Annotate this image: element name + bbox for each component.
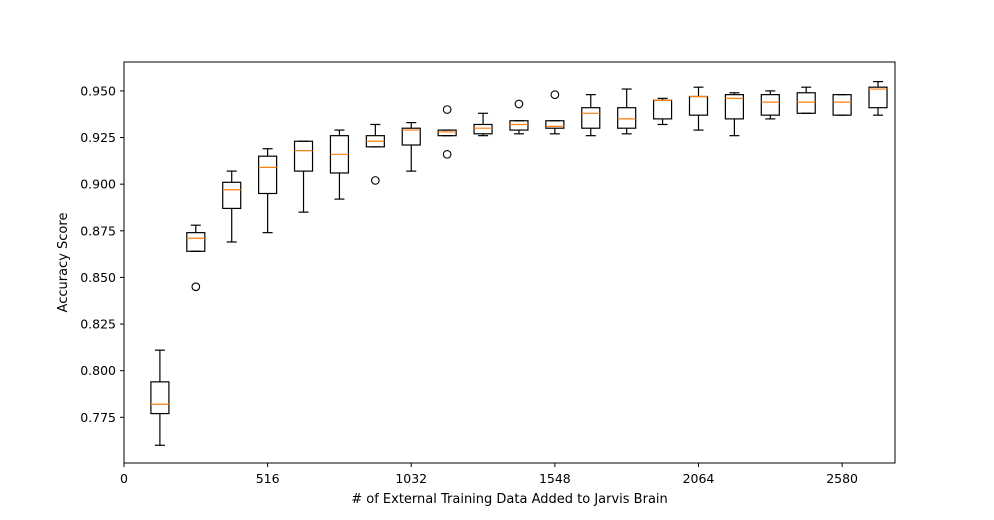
outlier-point: [514, 99, 524, 109]
box-iqr: [796, 92, 816, 114]
outlier-point: [442, 149, 452, 159]
box-iqr: [437, 129, 457, 137]
axis-ticks: 0 516 1032 1548 2064 2580 0.775 0.800 0.825 0.850…: [80, 83, 858, 486]
box-17: [724, 92, 744, 137]
outlier-point: [191, 282, 201, 292]
box-10: [473, 112, 493, 137]
box-16: [688, 86, 709, 131]
box-14: [617, 88, 637, 135]
box-1: [150, 349, 170, 446]
box-20: [832, 94, 852, 116]
box-iqr: [545, 120, 565, 129]
plot-area: [150, 80, 888, 446]
box-iqr: [293, 140, 314, 172]
box-iqr: [509, 120, 529, 131]
x-tick-label: 516: [256, 471, 280, 486]
box-7: [365, 123, 385, 185]
y-tick-label: 0.950: [80, 83, 116, 98]
box-4: [258, 148, 278, 234]
x-tick-label: 1032: [395, 471, 427, 486]
outlier-point: [370, 176, 380, 185]
box-21: [868, 80, 888, 116]
y-tick-label: 0.775: [80, 410, 116, 425]
box-3: [222, 170, 242, 243]
y-tick-label: 0.925: [80, 130, 116, 145]
box-9: [437, 105, 457, 159]
outlier-point: [550, 90, 560, 99]
box-11: [509, 99, 529, 135]
box-iqr: [581, 107, 601, 129]
box-iqr: [832, 94, 852, 116]
box-iqr: [760, 94, 780, 116]
y-tick-label: 0.875: [80, 223, 116, 238]
box-iqr: [222, 181, 242, 210]
box-iqr: [258, 155, 278, 195]
box-18: [760, 90, 780, 120]
box-2: [186, 224, 206, 292]
x-tick-label: 2064: [683, 471, 715, 486]
y-tick-label: 0.825: [80, 317, 116, 332]
box-iqr: [617, 107, 637, 129]
axes-frame: [123, 61, 896, 464]
y-tick-label: 0.900: [80, 177, 116, 192]
y-tick-label: 0.800: [80, 363, 116, 378]
box-iqr: [150, 381, 170, 415]
box-15: [652, 97, 673, 126]
x-tick-label: 2580: [826, 471, 858, 486]
box-6: [329, 129, 350, 200]
box-iqr: [186, 232, 206, 252]
y-tick-label: 0.850: [80, 270, 116, 285]
x-tick-label: 1548: [539, 471, 571, 486]
box-8: [401, 122, 421, 172]
box-5: [293, 140, 314, 213]
outlier-point: [442, 105, 452, 114]
y-axis-label: Accuracy Score: [56, 213, 71, 313]
box-12: [545, 90, 565, 135]
box-13: [581, 94, 601, 137]
x-axis-label: # of External Training Data Added to Jar…: [351, 492, 668, 507]
box-iqr: [473, 123, 493, 135]
box-iqr: [868, 86, 888, 109]
box-19: [796, 86, 816, 114]
box-iqr: [724, 94, 744, 120]
x-tick-label: 0: [120, 471, 128, 486]
box-iqr: [401, 127, 421, 146]
